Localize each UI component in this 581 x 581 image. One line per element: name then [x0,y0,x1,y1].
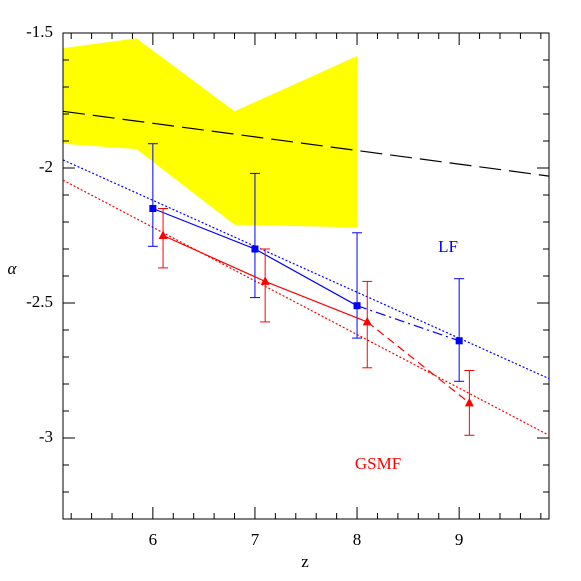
y-tick-label: -2 [39,157,53,176]
x-tick-label: 6 [149,530,158,549]
fit-line [62,179,550,436]
series-label: GSMF [355,454,401,473]
x-tick-label: 9 [455,530,464,549]
y-axis-label: α [8,259,18,278]
x-axis-label: z [301,552,309,571]
marker [260,276,270,285]
x-tick-label: 8 [353,530,362,549]
series-line [366,321,470,404]
series-line [356,305,460,342]
band [63,38,358,228]
marker [149,205,157,212]
marker [362,316,372,326]
series-label: LF [438,237,458,256]
marker [353,302,361,310]
marker [158,230,168,239]
y-tick-label: -1.5 [26,22,53,41]
marker [455,337,463,345]
x-tick-label: 7 [251,530,260,549]
fit-line [62,159,550,380]
y-tick-label: -3 [39,427,53,446]
marker [251,245,259,253]
fit-line [62,110,550,177]
y-tick-label: -2.5 [26,292,53,311]
marker [464,397,474,407]
